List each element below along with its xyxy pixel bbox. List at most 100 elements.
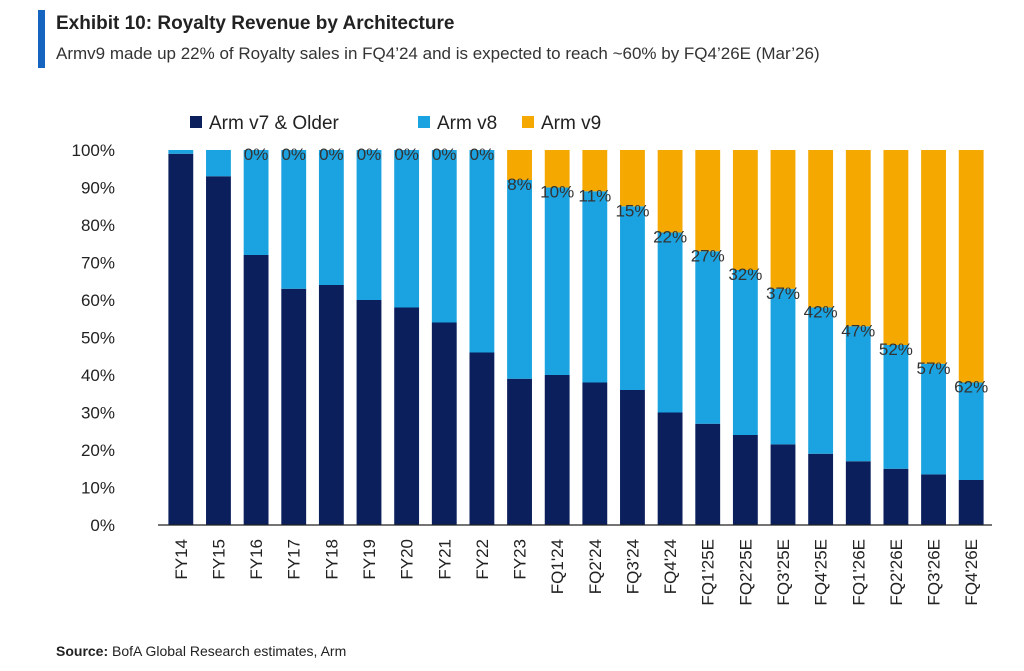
bar-segment [206,176,231,525]
bar-segment [431,150,457,323]
data-label: 0% [319,145,344,164]
bar-segment [883,345,909,469]
bar-segment [469,352,495,525]
x-tick-label: FQ3'24 [623,539,642,594]
bar-segment [921,474,946,525]
bar-segment [883,468,909,525]
data-label: 0% [432,145,457,164]
y-tick-label: 100% [72,141,115,160]
legend-swatch [522,116,534,128]
bar-segment [582,150,608,192]
x-tick-label: FQ4'24 [661,539,680,594]
y-tick-label: 20% [81,441,115,460]
y-tick-label: 30% [81,404,115,423]
bar-segment [507,180,532,379]
bar-segment [808,453,834,525]
data-label: 10% [540,183,574,202]
bar-segment [958,150,984,383]
bar-segment [845,326,871,462]
data-label: 0% [244,145,269,164]
bar-segment [243,255,269,525]
bar-segment [620,390,645,525]
bar-segment [921,150,946,364]
bar-segment [507,150,532,180]
y-tick-label: 50% [81,329,115,348]
x-tick-label: FQ3'25E [774,539,793,606]
legend-swatch [190,116,202,128]
x-tick-label: FY16 [247,539,266,580]
data-label: 11% [578,186,611,205]
data-label: 52% [879,340,913,359]
bar-segment [845,461,871,525]
legend-label: Arm v9 [541,113,601,134]
x-tick-label: FQ1'24 [548,539,567,594]
source-label: Source: [56,643,109,659]
bar-segment [620,150,645,207]
data-label: 62% [954,378,988,397]
data-label: 0% [394,145,419,164]
bar-segment [469,150,495,353]
y-tick-label: 10% [81,479,115,498]
data-label: 22% [653,228,687,247]
bar-segment [394,307,420,525]
x-tick-label: FQ4'25E [812,539,831,606]
bar-segment [281,288,307,525]
bar-segment [921,363,946,475]
x-tick-label: FQ1'25E [699,539,718,606]
data-label: 42% [804,303,838,322]
stacked-bar-chart: Arm v7 & Older Arm v8 Arm v9 0% 10% 20% 30% 40%… [72,113,992,606]
bar-segment [243,150,269,255]
bar-segment [958,480,984,525]
x-tick-label: FQ2'25E [736,539,755,606]
x-tick-label: FQ2'24 [586,539,605,594]
bar-segment [206,150,231,177]
bar-segment [695,150,721,252]
data-label: 47% [841,321,875,340]
bar-segment [695,423,721,525]
data-label: 57% [917,359,951,378]
bar-segment [582,191,608,383]
bar-segment [507,378,532,525]
bar-segment [883,150,909,345]
bar-segment [770,288,796,445]
y-tick-label: 40% [81,366,115,385]
bar-segment [356,300,382,525]
y-tick-label: 0% [90,516,115,535]
data-label: 37% [766,284,800,303]
bar-segment [732,270,758,435]
y-tick-label: 70% [81,254,115,273]
x-tick-label: FY22 [473,539,492,580]
bar-segment [356,150,382,300]
y-tick-label: 80% [81,216,115,235]
source-text: BofA Global Research estimates, Arm [108,643,347,659]
source-note: Source: BofA Global Research estimates, … [56,643,346,659]
data-label: 32% [728,265,762,284]
x-tick-label: FY19 [360,539,379,580]
bar-segment [657,412,683,525]
bar-segment [544,187,570,375]
exhibit-title: Exhibit 10: Royalty Revenue by Architect… [56,13,455,34]
bar-segment [732,435,758,525]
data-label: 0% [281,145,306,164]
x-tick-label: FY20 [398,539,417,580]
y-tick-label: 60% [81,291,115,310]
legend-swatch [418,116,430,128]
bar-segment [732,150,758,270]
x-tick-label: FY23 [511,539,530,580]
legend-label: Arm v7 & Older [209,113,340,134]
bar-segment [770,444,796,525]
bar-segment [544,375,570,525]
bar-segment [168,150,194,154]
bar-segment [431,322,457,525]
x-tick-label: FY21 [435,539,454,580]
x-tick-label: FQ4'26E [962,539,981,606]
bar-segment [544,150,570,188]
data-label: 8% [507,175,532,194]
bar-segment [582,382,608,525]
bar-segment [168,153,194,525]
bar-segment [394,150,420,308]
bar-segment [318,285,344,525]
exhibit-subtitle: Armv9 made up 22% of Royalty sales in FQ… [56,44,820,63]
bar-segment [695,251,721,424]
x-tick-label: FQ3'26E [925,539,944,606]
